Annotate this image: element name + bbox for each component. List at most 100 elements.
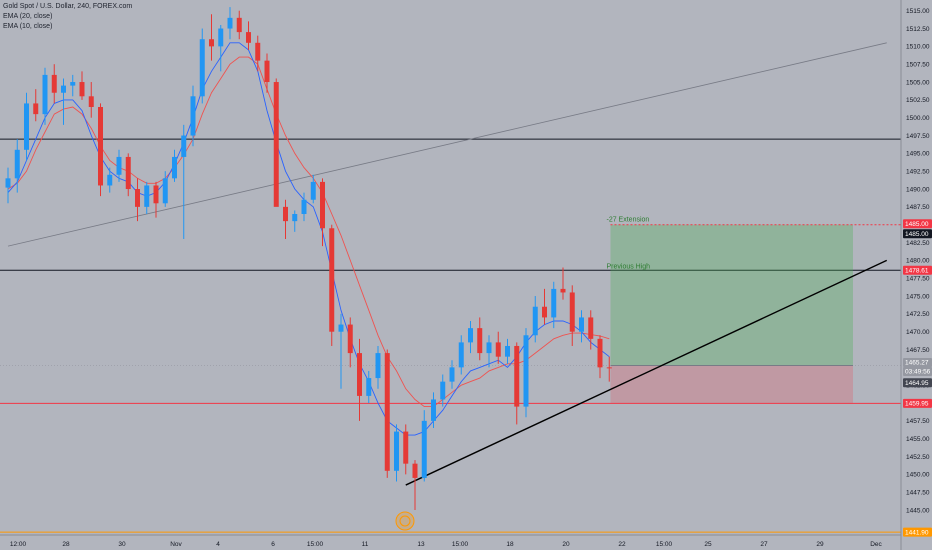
candle bbox=[366, 370, 372, 404]
price-tick-label: 1505.00 bbox=[906, 79, 930, 86]
price-tag: 1485.00 bbox=[903, 229, 932, 239]
time-tick-label: 30 bbox=[118, 541, 126, 548]
annotation-previous-high: Previous High bbox=[607, 263, 651, 270]
time-tick-label: 15:00 bbox=[656, 541, 673, 548]
candle-body bbox=[458, 342, 464, 368]
price-tag: 1478.61 bbox=[903, 265, 932, 275]
price-tag-bg bbox=[903, 366, 932, 376]
candle-body bbox=[125, 156, 131, 190]
ema-10-label[interactable]: EMA (10, close) bbox=[3, 23, 53, 30]
time-tick-label: 15:00 bbox=[307, 541, 324, 548]
candle bbox=[135, 178, 140, 222]
price-tag-label: 1485.00 bbox=[905, 231, 929, 238]
candle-body bbox=[98, 107, 103, 186]
candle bbox=[255, 35, 261, 72]
ema-20-line bbox=[7, 56, 610, 408]
candle bbox=[597, 335, 603, 379]
candle-body bbox=[338, 324, 344, 332]
candle-body bbox=[246, 32, 251, 43]
event-marker[interactable] bbox=[395, 511, 415, 531]
price-tick-label: 1457.50 bbox=[906, 418, 930, 425]
candle-body bbox=[301, 199, 307, 214]
candle-body bbox=[42, 74, 48, 115]
candle-body bbox=[486, 342, 492, 354]
price-tag-bg bbox=[903, 378, 932, 388]
candle-body bbox=[24, 103, 29, 150]
candle-body bbox=[384, 353, 390, 471]
candle bbox=[24, 92, 29, 161]
candle bbox=[458, 335, 464, 375]
candle-body bbox=[172, 156, 177, 179]
price-tag-bg bbox=[903, 357, 932, 367]
price-tick-label: 1510.00 bbox=[906, 44, 930, 51]
candle-body bbox=[514, 345, 520, 407]
candle bbox=[394, 424, 399, 482]
price-tick-label: 1492.50 bbox=[906, 169, 930, 176]
price-tag: 1485.00 bbox=[903, 219, 932, 229]
candle-body bbox=[606, 367, 612, 369]
position-tool[interactable]: -27 Extension Previous High bbox=[607, 217, 902, 404]
candle-body bbox=[468, 328, 473, 343]
candle-body bbox=[61, 85, 66, 93]
time-axis[interactable]: 12:00 28 30 Nov 4 6 15:00 11 13 15:00 18 20 22 15:00 2… bbox=[10, 541, 883, 548]
candle-body bbox=[153, 185, 159, 204]
time-tick-label: 13 bbox=[417, 541, 425, 548]
trend-lines[interactable] bbox=[7, 42, 888, 486]
price-tag-label: 1478.61 bbox=[905, 268, 929, 275]
time-tick-label: 27 bbox=[760, 541, 768, 548]
price-tick-label: 1490.00 bbox=[906, 186, 930, 193]
candle bbox=[542, 288, 547, 325]
candle bbox=[273, 78, 279, 207]
candle bbox=[172, 149, 177, 182]
price-tick-label: 1445.00 bbox=[906, 507, 930, 514]
candle-body bbox=[310, 181, 316, 200]
price-tick-label: 1475.00 bbox=[906, 293, 930, 300]
candle-body bbox=[5, 178, 11, 188]
price-tick-label: 1482.50 bbox=[906, 240, 930, 247]
price-tag-label: 1459.95 bbox=[905, 401, 929, 408]
candle-body bbox=[412, 463, 418, 478]
candle bbox=[88, 82, 94, 118]
candle-body bbox=[181, 135, 187, 157]
ema-10-line bbox=[7, 42, 610, 436]
candle-body bbox=[209, 39, 214, 47]
candle-body bbox=[135, 189, 140, 207]
candle bbox=[449, 360, 455, 389]
annotation-extension: -27 Extension bbox=[607, 217, 650, 224]
candle bbox=[246, 21, 251, 50]
price-tag-bg bbox=[903, 265, 932, 275]
candle bbox=[264, 53, 270, 93]
price-tick-label: 1470.00 bbox=[906, 329, 930, 336]
candle bbox=[403, 424, 409, 475]
candle-body bbox=[588, 317, 594, 339]
candle bbox=[51, 64, 57, 104]
candle bbox=[153, 181, 159, 218]
candle bbox=[61, 78, 66, 125]
candle bbox=[431, 392, 436, 428]
price-axis[interactable]: 1515.00 1512.50 1510.00 1507.50 1505.00 1502.… bbox=[906, 8, 930, 514]
price-tick-label: 1467.50 bbox=[906, 347, 930, 354]
price-tag: 1464.95 bbox=[903, 378, 932, 388]
candle-body bbox=[199, 39, 205, 97]
candle bbox=[579, 310, 584, 343]
candle bbox=[375, 345, 381, 389]
candle-body bbox=[144, 185, 150, 207]
price-tick-label: 1502.50 bbox=[906, 97, 930, 104]
candle-body bbox=[394, 431, 399, 471]
symbol-title[interactable]: Gold Spot / U.S. Dollar, 240, FOREX.com bbox=[3, 3, 133, 10]
horizontal-lines bbox=[0, 138, 901, 533]
ema-20-label[interactable]: EMA (20, close) bbox=[3, 13, 53, 20]
candle-body bbox=[329, 228, 335, 332]
candle-body bbox=[227, 17, 233, 29]
price-tag-label: 1485.00 bbox=[905, 221, 929, 228]
candle bbox=[532, 296, 538, 343]
trend-line-1 bbox=[405, 259, 888, 486]
price-tag-bg bbox=[903, 398, 932, 408]
candle-body bbox=[236, 17, 242, 33]
candle-body bbox=[320, 181, 325, 229]
price-tick-label: 1495.00 bbox=[906, 151, 930, 158]
price-tick-label: 1477.50 bbox=[906, 276, 930, 283]
candle bbox=[301, 192, 307, 222]
